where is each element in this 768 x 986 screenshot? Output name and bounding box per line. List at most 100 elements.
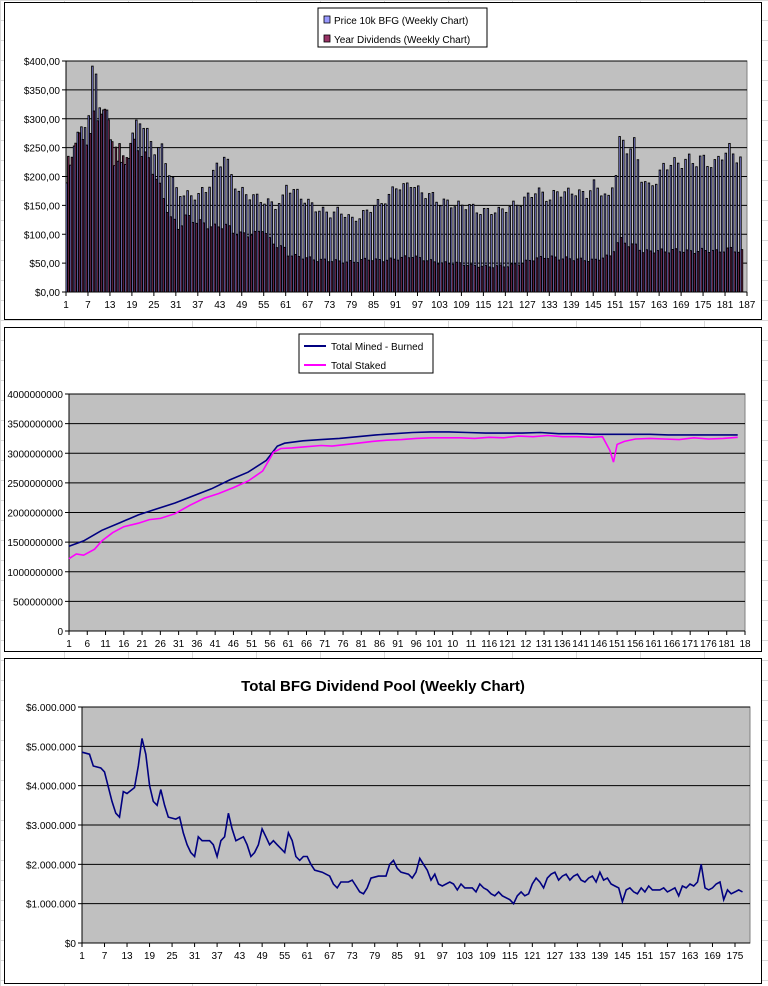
x-tick-label: 11 xyxy=(100,639,111,650)
price-bar xyxy=(325,211,328,293)
dividend-bar xyxy=(242,232,246,293)
price-bar xyxy=(497,206,501,293)
price-bar xyxy=(395,188,398,293)
legend-swatch xyxy=(323,34,331,43)
price-bar xyxy=(424,198,427,293)
dividend-bar xyxy=(634,243,638,293)
x-tick-label: 139 xyxy=(563,300,580,311)
price-bar xyxy=(658,169,662,293)
y-tick-label: 1000000000 xyxy=(7,568,63,579)
dividend-bar xyxy=(147,157,151,293)
y-tick-label: $250,00 xyxy=(24,144,61,155)
price-bar xyxy=(299,198,303,293)
dividend-bar xyxy=(176,228,180,293)
dividend-bar xyxy=(568,258,572,293)
x-tick-label: 25 xyxy=(148,300,160,311)
x-tick-label: 163 xyxy=(682,951,699,962)
dividend-bar xyxy=(645,249,649,293)
x-tick-label: 127 xyxy=(547,951,564,962)
price-bar xyxy=(578,189,581,293)
price-bar xyxy=(596,187,599,293)
price-bar xyxy=(625,153,629,293)
price-bar xyxy=(384,203,387,293)
dividend-bar xyxy=(700,247,703,293)
price-bar xyxy=(698,155,702,293)
y-tick-label: $4.000.000 xyxy=(26,782,76,793)
y-tick-label: $0,00 xyxy=(35,288,60,299)
price-bar xyxy=(559,196,563,293)
x-tick-label: 127 xyxy=(519,300,536,311)
dividend-bar xyxy=(341,262,345,293)
dividend-bar xyxy=(652,252,656,293)
dividend-bar xyxy=(330,261,334,293)
dividend-bar xyxy=(601,257,605,293)
dividend-bar xyxy=(389,257,392,293)
dividend-bar xyxy=(491,267,495,293)
dividend-bar xyxy=(257,230,260,293)
price-bar xyxy=(365,209,369,293)
dividend-bar xyxy=(349,260,352,293)
y-tick-label: 1500000000 xyxy=(7,538,63,549)
price-bar xyxy=(387,193,391,293)
legend-label: Price 10k BFG (Weekly Chart) xyxy=(334,16,468,27)
price-bar xyxy=(614,175,618,293)
price-bar xyxy=(453,206,457,293)
dividend-bar xyxy=(447,263,451,293)
dividend-bar xyxy=(195,222,198,293)
price-bar xyxy=(406,182,409,293)
dividend-bar xyxy=(517,264,520,293)
price-bar xyxy=(343,216,347,293)
dividend-bar xyxy=(279,245,282,293)
y-tick-label: $0 xyxy=(65,939,77,950)
price-bar xyxy=(600,195,603,293)
price-bar xyxy=(676,162,680,293)
dividend-bar xyxy=(539,255,542,293)
mined-staked-chart-panel: 0 500000000 1000000000 1500000000 2000000000… xyxy=(4,327,762,652)
dividend-bar xyxy=(374,258,378,293)
x-tick-label: 67 xyxy=(324,951,336,962)
dividend-bar xyxy=(623,242,627,293)
price-bar xyxy=(329,217,332,293)
dividend-bar xyxy=(704,250,707,293)
y-tick-label: $2.000.000 xyxy=(26,860,76,871)
dividend-bar xyxy=(605,254,608,293)
dividend-bar xyxy=(550,255,553,293)
dividend-bar xyxy=(158,182,162,293)
y-tick-label: $300,00 xyxy=(24,115,61,126)
y-tick-label: 0 xyxy=(57,627,63,638)
x-tick-label: 37 xyxy=(192,300,204,311)
total-mined-burned-line xyxy=(68,431,738,548)
price-bar xyxy=(354,220,358,293)
x-tick-label: 21 xyxy=(137,639,149,650)
dividend-bar xyxy=(627,246,630,293)
x-tick-label: 79 xyxy=(346,300,358,311)
price-bar xyxy=(479,214,482,293)
price-bar xyxy=(428,193,431,293)
x-tick-label: 55 xyxy=(258,300,270,311)
price-bar xyxy=(622,139,625,293)
dividend-bar xyxy=(495,265,498,293)
dividend-bar xyxy=(444,261,447,293)
x-tick-label: 61 xyxy=(283,639,295,650)
price-bar xyxy=(515,204,519,293)
x-tick-label: 116 xyxy=(481,639,497,650)
dividend-bar xyxy=(85,144,88,293)
dividend-bar xyxy=(356,262,359,293)
dividend-bar xyxy=(462,264,465,293)
dividend-bar xyxy=(136,150,140,293)
price-bar xyxy=(644,181,647,293)
price-bar xyxy=(460,204,464,293)
dividend-bar xyxy=(202,222,205,293)
dividend-bar xyxy=(239,231,242,293)
price-bar xyxy=(369,211,372,293)
price-bar xyxy=(706,166,709,293)
x-tick-label: 12 xyxy=(520,639,532,650)
x-tick-label: 1 xyxy=(79,951,85,962)
x-tick-label: 163 xyxy=(651,300,668,311)
price-bar xyxy=(673,157,676,293)
y-tick-label: $3.000.000 xyxy=(26,821,76,832)
x-tick-label: 166 xyxy=(664,639,681,650)
price-bar xyxy=(475,212,479,293)
dividend-bar xyxy=(740,249,744,293)
x-tick-label: 145 xyxy=(585,300,602,311)
